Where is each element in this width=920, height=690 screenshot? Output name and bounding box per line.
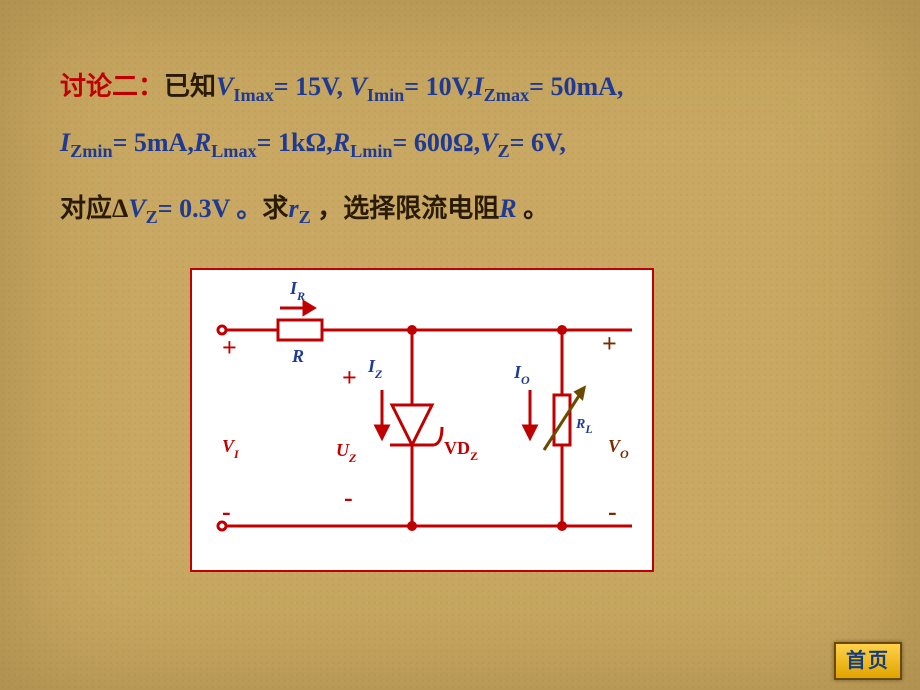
eq: = 50mA, [529, 72, 623, 101]
rl-sub: L [584, 422, 592, 436]
circuit-svg: + - + - + - IR R IZ IO RL VI UZ VDZ VO [192, 270, 652, 570]
slide: { "line1":{ "prefix":"讨论二：", "known":"已知… [0, 0, 920, 690]
sub: Z [498, 141, 510, 161]
eq: = 5mA, [113, 128, 194, 157]
svg-text:R: R [291, 346, 304, 366]
home-button[interactable]: 首页 [834, 642, 902, 680]
line1: 讨论二：已知VImax= 15V, VImin= 10V,IZmax= 50mA… [60, 66, 623, 106]
vo-sub: O [620, 447, 629, 461]
sym: r [288, 194, 298, 223]
uz-plus: + [342, 363, 357, 392]
sub: Zmin [70, 141, 112, 161]
choose: 选择限流电阻 [343, 194, 499, 223]
vout-minus: - [608, 497, 617, 526]
sub: Imin [367, 85, 404, 105]
sym: R [333, 128, 350, 157]
eq: = 600Ω, [393, 128, 481, 157]
io-sub: O [521, 373, 530, 387]
sub: Lmax [211, 141, 256, 161]
uz: U [336, 440, 350, 460]
eq: = 10V, [404, 72, 473, 101]
vin-minus: - [222, 497, 231, 526]
sym: I [60, 128, 70, 157]
vin-plus: + [222, 333, 237, 362]
eq: = 6V, [510, 128, 566, 157]
eq: = 1kΩ, [257, 128, 333, 157]
sym: V [480, 128, 497, 157]
sym: V [350, 72, 367, 101]
vdz: VD [444, 438, 470, 458]
svg-text:VO: VO [608, 436, 629, 461]
svg-text:IZ: IZ [367, 356, 383, 381]
sub: Z [299, 207, 311, 227]
vi-sub: I [233, 447, 240, 461]
line2: IZmin= 5mA,RLmax= 1kΩ,RLmin= 600Ω,VZ= 6V… [60, 128, 566, 162]
svg-text:VI: VI [222, 436, 240, 461]
sym: R [194, 128, 211, 157]
vout-plus: + [602, 329, 617, 358]
svg-text:RL: RL [575, 417, 593, 436]
sym: I [474, 72, 484, 101]
r-label: R [291, 346, 304, 366]
circuit-diagram: + - + - + - IR R IZ IO RL VI UZ VDZ VO [190, 268, 654, 572]
sym: V [216, 72, 233, 101]
svg-text:IO: IO [513, 362, 530, 387]
vdz-sub: Z [470, 449, 478, 463]
pre: 对应Δ [60, 194, 128, 223]
svg-text:UZ: UZ [336, 440, 357, 465]
prefix: 讨论二： [60, 72, 164, 101]
iz-sub: Z [374, 367, 383, 381]
known: 已知 [164, 72, 216, 101]
svg-text:IR: IR [289, 278, 305, 303]
rl: R [575, 417, 585, 432]
eq: = 0.3V 。 [158, 194, 263, 223]
sym: R [499, 194, 516, 223]
line3: 对应ΔVZ= 0.3V 。求rZ ，选择限流电阻R 。 [60, 188, 549, 228]
eq: = 15V, [274, 72, 350, 101]
sub: Z [146, 207, 158, 227]
ir-sub: R [296, 289, 305, 303]
sub: Imax [233, 85, 273, 105]
comma: ， [311, 194, 344, 223]
ask: 求 [262, 194, 288, 223]
uz-minus: - [344, 483, 353, 512]
sym: V [128, 194, 145, 223]
period: 。 [517, 194, 550, 223]
svg-text:VDZ: VDZ [444, 438, 478, 463]
sub: Lmin [350, 141, 392, 161]
sub: Zmax [484, 85, 529, 105]
uz-sub: Z [348, 451, 357, 465]
